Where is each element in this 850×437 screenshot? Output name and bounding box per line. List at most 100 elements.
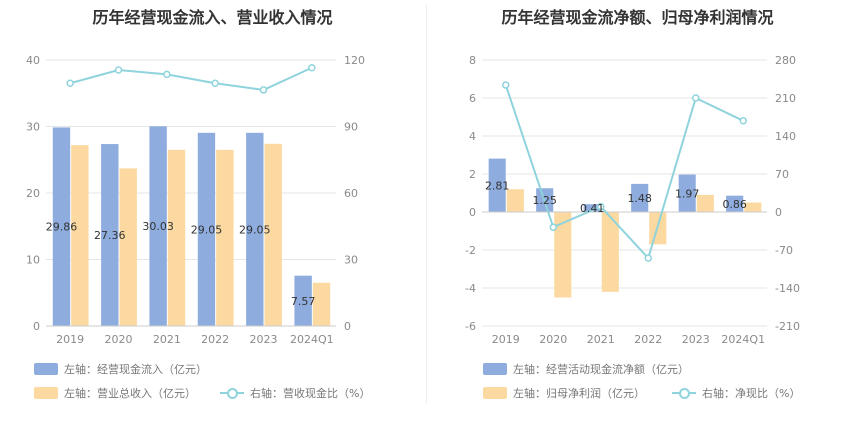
x-tick-label: 2023: [250, 333, 278, 346]
bar-data-label: 29.05: [191, 223, 223, 236]
right-legend-line[interactable]: 右轴：净现比（%）: [672, 385, 800, 401]
bar-data-label: 30.03: [142, 220, 174, 233]
x-tick-label: 2020: [105, 333, 133, 346]
line-point: [163, 70, 171, 79]
legend-label: 左轴：经营活动现金流净额（亿元）: [513, 363, 689, 376]
bar-series2: [71, 145, 89, 326]
bar-series1: [726, 195, 744, 212]
x-tick-label: 2022: [201, 333, 229, 346]
bar-series2: [167, 149, 186, 326]
line-point: [308, 64, 316, 72]
x-tick-label: 2020: [539, 333, 567, 346]
y-left-tick-label: 0: [33, 320, 40, 333]
legend-swatch-blue: [34, 363, 58, 375]
left-legend-bar1[interactable]: 左轴：经营现金流入（亿元）: [34, 361, 207, 377]
x-tick-label: 2023: [682, 333, 710, 346]
line-point: [597, 202, 605, 211]
y-left-tick-label: 2: [469, 168, 476, 181]
x-tick-label: 2024Q1: [721, 333, 765, 346]
bar-series1: [488, 158, 506, 212]
y-left-tick-label: 20: [26, 187, 40, 200]
right-legend-bar1[interactable]: 左轴：经营活动现金流净额（亿元）: [483, 361, 689, 377]
y-right-tick-label: 210: [775, 92, 796, 105]
y-right-tick-label: 30: [344, 254, 358, 267]
bar-series2: [554, 212, 572, 298]
legend-label: 左轴：经营现金流入（亿元）: [64, 363, 207, 376]
y-left-tick-label: 4: [469, 130, 476, 143]
right-chart-plot: -6 -4 -2 0 2 4 6 8 -210 -140 -70 0 70 140 210 280 2019 20…: [465, 54, 800, 346]
bar-series2: [216, 149, 234, 326]
bar-data-label: 0.86: [722, 198, 747, 211]
line-point: [644, 254, 652, 262]
legend-label: 左轴：归母净利润（亿元）: [513, 387, 645, 400]
y-right-tick-label: 140: [775, 130, 796, 143]
y-right-tick-label: 0: [775, 206, 782, 219]
x-tick-label: 2021: [587, 333, 615, 346]
line-point: [692, 94, 700, 102]
right-chart-title: 历年经营现金流净额、归母净利润情况: [501, 8, 774, 27]
line-point: [259, 86, 268, 94]
bar-series1: [294, 275, 312, 326]
y-right-tick-label: 60: [344, 187, 358, 200]
y-right-tick-label: -210: [775, 320, 800, 333]
y-left-tick-label: -4: [465, 282, 476, 295]
bar-series2: [264, 143, 282, 326]
bar-series2: [696, 194, 714, 212]
bar-data-label: 1.97: [675, 187, 700, 200]
y-left-tick-label: -6: [465, 320, 476, 333]
bar-series2: [506, 189, 524, 212]
y-right-tick-label: -140: [775, 282, 800, 295]
left-legend-bar2[interactable]: 左轴：营业总收入（亿元）: [34, 385, 196, 401]
line-point: [739, 117, 747, 125]
line-point: [114, 66, 123, 74]
bar-data-label: 29.05: [239, 223, 271, 236]
line-point: [211, 79, 219, 88]
bar-series1: [101, 144, 119, 326]
y-right-tick-label: 120: [344, 54, 365, 67]
bar-series2: [119, 168, 137, 326]
line-series: [504, 84, 744, 261]
panel-divider: [426, 4, 427, 404]
bar-series2: [601, 212, 619, 292]
line-series: [69, 66, 313, 91]
y-left-tick-label: 10: [26, 254, 40, 267]
y-left-tick-label: 8: [469, 54, 476, 67]
bar-data-label: 0.41: [580, 202, 605, 215]
legend-label: 右轴：营收现金比（%）: [250, 387, 371, 400]
bar-data-label: 2.81: [485, 179, 510, 192]
right-legend-bar2[interactable]: 左轴：归母净利润（亿元）: [483, 385, 645, 401]
bar-data-label: 27.36: [94, 229, 126, 242]
left-legend-line[interactable]: 右轴：营收现金比（%）: [220, 385, 370, 401]
bar-data-label: 7.57: [291, 295, 316, 308]
bar-series1: [583, 204, 601, 212]
bar-data-label: 1.48: [627, 192, 652, 205]
bar-series1: [678, 174, 696, 212]
y-left-tick-label: 40: [26, 54, 40, 67]
y-left-tick-label: 6: [469, 92, 476, 105]
x-tick-label: 2022: [634, 333, 662, 346]
x-tick-label: 2019: [56, 333, 84, 346]
legend-swatch-orange: [483, 387, 507, 399]
legend-line-icon: [220, 387, 244, 399]
legend-label: 右轴：净现比（%）: [702, 387, 801, 400]
y-right-tick-label: -70: [775, 244, 793, 257]
bar-series1: [246, 132, 264, 326]
bar-series1: [197, 132, 216, 326]
x-tick-label: 2019: [492, 333, 520, 346]
bar-series2: [744, 202, 762, 212]
y-right-tick-label: 0: [344, 320, 351, 333]
legend-swatch-orange: [34, 387, 58, 399]
legend-swatch-blue: [483, 363, 507, 375]
y-right-tick-label: 70: [775, 168, 789, 181]
right-chart-panel: 历年经营现金流净额、归母净利润情况 -6 -4 -2 0 2 4 6 8 -210 -140 -70…: [425, 0, 850, 437]
line-point: [549, 223, 557, 231]
x-tick-label: 2021: [153, 333, 181, 346]
bar-series2: [312, 282, 331, 326]
left-chart-panel: 历年经营现金流入、营业收入情况 0 10 20 30 40 0 30 60 90 120 2019 2…: [26, 8, 370, 401]
line-point: [502, 81, 510, 89]
legend-label: 左轴：营业总收入（亿元）: [64, 387, 196, 400]
x-tick-label: 2024Q1: [290, 333, 334, 346]
legend-line-icon: [672, 387, 696, 399]
left-chart-plot: 0 10 20 30 40 0 30 60 90 120 2019 2020 2021 2022 2023 2…: [26, 54, 365, 346]
y-right-tick-label: 90: [344, 121, 358, 134]
